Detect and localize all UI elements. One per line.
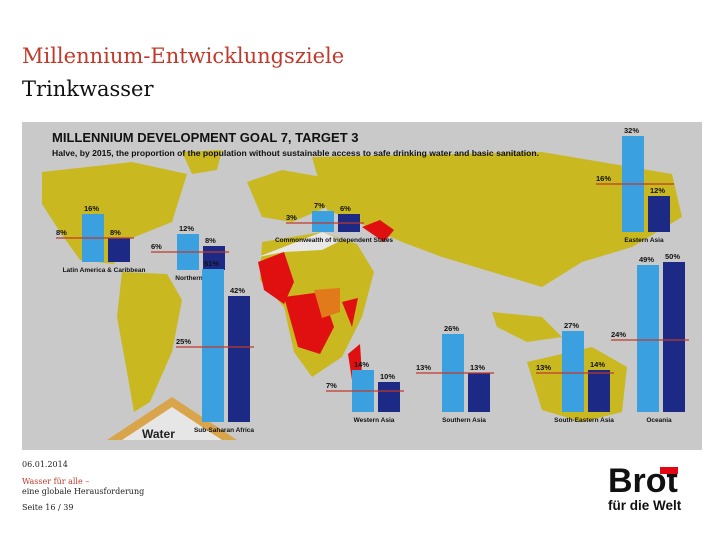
region-southern-asia: 26% 13% 13% Southern Asia xyxy=(416,324,494,424)
label-start: 25% xyxy=(176,337,191,346)
label-target: 14% xyxy=(354,360,369,369)
bar-current xyxy=(228,296,250,422)
west-africa-critical xyxy=(258,252,294,304)
region-south-eastern-asia: 27% 14% 13% South-Eastern Asia xyxy=(536,321,614,424)
sahara-desert xyxy=(258,232,342,257)
bar-target xyxy=(312,211,334,232)
bar-target xyxy=(202,269,224,422)
asia xyxy=(312,152,682,287)
footer-title-line1: Wasser für alle – xyxy=(22,477,90,486)
label-target: 16% xyxy=(84,204,99,213)
label-current: 50% xyxy=(665,252,680,261)
bar-current xyxy=(108,238,130,262)
label-current: 10% xyxy=(380,372,395,381)
region-name: Western Asia xyxy=(354,417,395,424)
map-subheading: Halve, by 2015, the proportion of the po… xyxy=(52,148,539,158)
label-start: 24% xyxy=(611,330,626,339)
bar-current xyxy=(378,382,400,412)
slide-subtitle: Trinkwasser xyxy=(22,77,154,101)
footer-date: 06.01.2014 xyxy=(22,460,68,469)
legend-label: Water xyxy=(142,427,175,441)
caucasus-critical xyxy=(362,220,394,242)
label-target: 27% xyxy=(564,321,579,330)
world-map xyxy=(42,150,682,422)
region-name: Commonwealth of Independent States xyxy=(275,237,393,244)
brot-fuer-die-welt-logo: Brot für die Welt xyxy=(608,462,682,513)
label-target: 12% xyxy=(179,224,194,233)
bar-target xyxy=(562,331,584,412)
region-commonwealth-of-independent-states: 7% 6% 3% Commonwealth of Independent States xyxy=(275,201,393,244)
label-current: 42% xyxy=(230,286,245,295)
label-current: 8% xyxy=(110,228,121,237)
bar-current xyxy=(648,196,670,232)
label-start: 13% xyxy=(416,363,431,372)
slide-title: Millennium-Entwicklungsziele xyxy=(22,44,345,68)
region-latin-america-caribbean: 16% 8% 8% Latin America & Caribbean xyxy=(56,204,145,274)
label-target: 26% xyxy=(444,324,459,333)
footer-page-number: Seite 16 / 39 xyxy=(22,503,74,512)
label-start: 13% xyxy=(536,363,551,372)
label-current: 6% xyxy=(340,204,351,213)
legend: Water xyxy=(107,397,237,441)
label-current: 14% xyxy=(590,360,605,369)
region-name: Southern Asia xyxy=(442,417,486,424)
sudan-region xyxy=(314,288,340,318)
label-current: 13% xyxy=(470,363,485,372)
map-heading: MILLENNIUM DEVELOPMENT GOAL 7, TARGET 3 xyxy=(52,130,358,145)
label-start: 6% xyxy=(151,242,162,251)
legend-triangle-inner xyxy=(122,407,222,440)
label-start: 16% xyxy=(596,174,611,183)
region-bar-charts: 7% 6% 3% Commonwealth of Independent States… xyxy=(56,126,689,434)
region-name: Oceania xyxy=(646,417,672,424)
label-start: 8% xyxy=(56,228,67,237)
region-eastern-asia: 32% 12% 16% Eastern Asia xyxy=(596,126,674,244)
label-current: 12% xyxy=(650,186,665,195)
bar-current xyxy=(468,373,490,412)
label-target: 51% xyxy=(204,259,219,268)
footer-title-line2: eine globale Herausforderung xyxy=(22,487,145,496)
region-oceania: 49% 50% 24% Oceania xyxy=(611,252,689,424)
indonesia xyxy=(492,312,562,342)
south-america xyxy=(117,272,182,412)
logo-tagline: für die Welt xyxy=(608,498,682,513)
region-western-asia: 14% 10% 7% Western Asia xyxy=(326,360,404,424)
region-sub-saharan-africa: 51% 42% 25% Sub-Saharan Africa xyxy=(176,259,254,434)
bar-current xyxy=(588,370,610,412)
region-name: Latin America & Caribbean xyxy=(63,267,146,274)
bar-target xyxy=(637,265,659,412)
region-northern-africa: 12% 8% 6% Northern Africa xyxy=(151,224,229,282)
mdg-water-map: MILLENNIUM DEVELOPMENT GOAL 7, TARGET 3 … xyxy=(22,122,702,450)
greenland xyxy=(182,150,222,174)
region-name: Eastern Asia xyxy=(624,237,664,244)
bar-current xyxy=(663,262,685,412)
europe xyxy=(247,170,327,222)
logo-accent-bar xyxy=(660,467,678,474)
region-name: South-Eastern Asia xyxy=(554,417,614,424)
label-current: 8% xyxy=(205,236,216,245)
label-target: 49% xyxy=(639,255,654,264)
label-target: 32% xyxy=(624,126,639,135)
label-target: 7% xyxy=(314,201,325,210)
label-start: 3% xyxy=(286,213,297,222)
horn-of-africa-critical xyxy=(342,298,358,327)
region-name: Sub-Saharan Africa xyxy=(194,427,254,434)
label-start: 7% xyxy=(326,381,337,390)
region-name: Northern Africa xyxy=(175,275,223,282)
